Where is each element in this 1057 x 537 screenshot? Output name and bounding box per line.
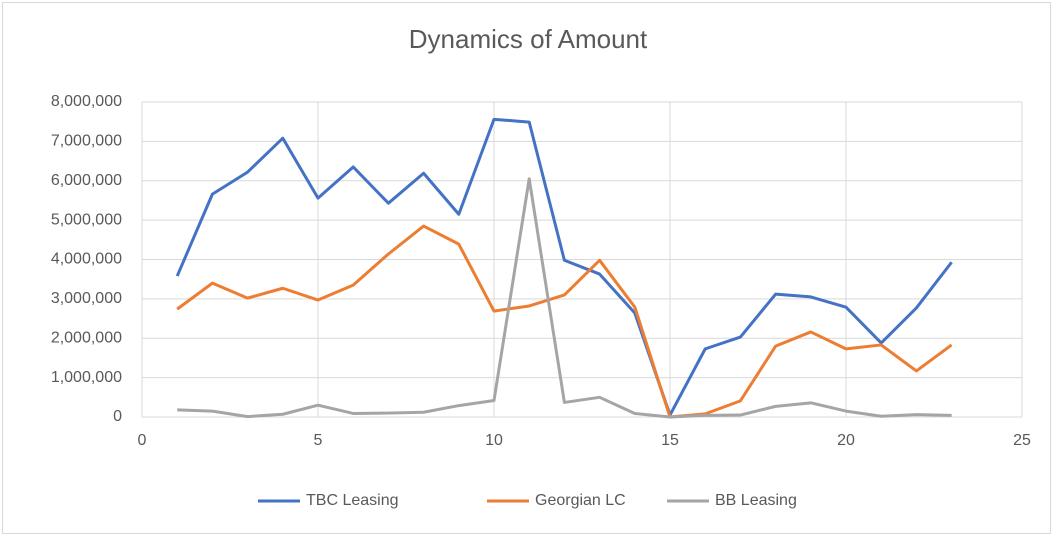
y-tick-label: 4,000,000 bbox=[51, 251, 122, 268]
y-tick-label: 3,000,000 bbox=[51, 290, 122, 307]
x-tick-label: 20 bbox=[837, 432, 855, 449]
legend-label: TBC Leasing bbox=[306, 492, 399, 509]
y-tick-label: 8,000,000 bbox=[51, 93, 122, 110]
x-tick-label: 10 bbox=[485, 432, 503, 449]
y-tick-label: 5,000,000 bbox=[51, 211, 122, 228]
line-series bbox=[177, 177, 952, 419]
y-tick-label: 0 bbox=[113, 408, 122, 425]
legend-label: Georgian LC bbox=[535, 492, 626, 509]
x-tick-label: 15 bbox=[661, 432, 679, 449]
chart-title: Dynamics of Amount bbox=[409, 24, 648, 54]
y-tick-label: 2,000,000 bbox=[51, 329, 122, 346]
y-tick-label: 7,000,000 bbox=[51, 133, 122, 150]
x-tick-label: 25 bbox=[1013, 432, 1031, 449]
y-tick-label: 6,000,000 bbox=[51, 172, 122, 189]
y-tick-label: 1,000,000 bbox=[51, 369, 122, 386]
line-series bbox=[175, 117, 953, 417]
x-tick-label: 5 bbox=[314, 432, 323, 449]
legend-label: BB Leasing bbox=[715, 492, 797, 509]
x-tick-label: 0 bbox=[138, 432, 147, 449]
line-series bbox=[176, 224, 953, 419]
